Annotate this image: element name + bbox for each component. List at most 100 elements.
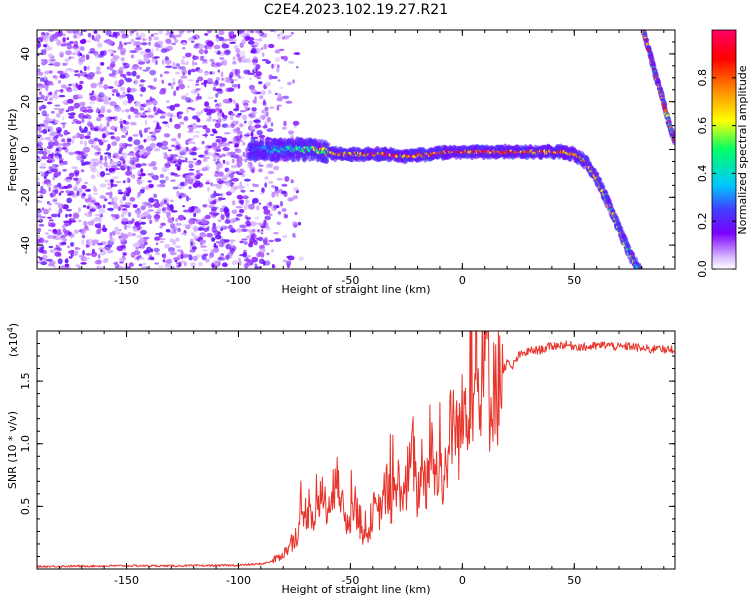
snr-frame <box>36 330 676 570</box>
noise-speckle <box>84 257 91 260</box>
noise-speckle <box>260 90 266 96</box>
noise-speckle <box>135 163 142 168</box>
noise-speckle <box>150 33 154 37</box>
noise-speckle <box>183 181 188 186</box>
noise-speckle <box>49 249 56 253</box>
noise-speckle <box>218 171 224 177</box>
noise-speckle <box>166 203 169 207</box>
noise-speckle <box>48 186 51 192</box>
noise-speckle <box>252 197 259 204</box>
noise-speckle <box>249 77 252 80</box>
noise-speckle <box>189 208 195 213</box>
noise-speckle <box>60 190 64 193</box>
noise-speckle <box>271 63 274 69</box>
noise-speckle <box>158 265 164 268</box>
noise-speckle <box>254 266 261 269</box>
noise-speckle <box>73 177 79 181</box>
noise-speckle <box>109 232 113 237</box>
main-trace-halo <box>639 275 644 279</box>
noise-speckle <box>175 222 183 227</box>
noise-speckle <box>40 59 46 62</box>
noise-speckle <box>222 59 227 65</box>
noise-speckle <box>203 227 209 233</box>
noise-speckle <box>262 52 265 57</box>
noise-speckle <box>110 61 116 64</box>
noise-speckle <box>193 212 197 218</box>
noise-speckle <box>196 111 201 117</box>
noise-speckle <box>118 30 126 34</box>
noise-speckle <box>281 208 287 212</box>
noise-speckle <box>296 66 299 69</box>
noise-speckle <box>129 106 135 112</box>
noise-speckle <box>180 78 184 83</box>
noise-speckle <box>188 219 195 225</box>
noise-speckle <box>274 49 281 54</box>
noise-speckle <box>232 99 236 105</box>
noise-speckle <box>225 100 232 104</box>
noise-speckle <box>119 199 124 206</box>
noise-speckle <box>174 245 181 248</box>
noise-speckle <box>100 171 106 177</box>
noise-speckle <box>263 237 269 241</box>
noise-speckle <box>276 66 280 73</box>
noise-speckle <box>273 165 280 171</box>
noise-speckle <box>111 230 116 236</box>
noise-speckle <box>195 125 203 128</box>
noise-speckle <box>54 251 62 257</box>
noise-speckle <box>47 58 56 64</box>
noise-speckle <box>142 69 149 72</box>
noise-speckle <box>257 162 262 166</box>
noise-speckle <box>132 134 139 137</box>
noise-speckle <box>175 71 180 75</box>
noise-speckle <box>99 128 105 132</box>
noise-speckle <box>277 211 282 215</box>
noise-speckle <box>95 204 98 209</box>
noise-speckle <box>54 189 59 194</box>
noise-speckle <box>138 61 145 65</box>
noise-speckle <box>119 205 123 209</box>
noise-speckle <box>50 131 58 137</box>
noise-speckle <box>86 205 90 210</box>
noise-speckle <box>132 30 138 33</box>
noise-speckle <box>167 149 172 152</box>
noise-speckle <box>141 243 145 249</box>
noise-speckle <box>284 176 290 182</box>
noise-speckle <box>54 152 62 158</box>
noise-speckle <box>127 136 133 142</box>
noise-speckle <box>118 229 122 232</box>
noise-speckle <box>154 262 160 265</box>
noise-speckle <box>235 106 240 110</box>
noise-speckle <box>66 98 74 104</box>
noise-speckle <box>189 245 193 251</box>
noise-speckle <box>122 208 128 211</box>
noise-speckle <box>48 166 53 170</box>
noise-speckle <box>53 137 58 142</box>
noise-speckle <box>95 34 99 38</box>
noise-speckle <box>216 162 224 169</box>
noise-speckle <box>238 58 242 64</box>
main-trace-halo <box>639 273 644 277</box>
noise-speckle <box>205 181 210 185</box>
noise-speckle <box>188 165 194 168</box>
noise-speckle <box>188 168 195 171</box>
noise-speckle <box>97 266 104 269</box>
noise-speckle <box>139 257 145 260</box>
noise-speckle <box>122 159 126 165</box>
noise-speckle <box>124 205 131 208</box>
noise-speckle <box>53 140 59 146</box>
noise-speckle <box>107 186 112 190</box>
noise-speckle <box>108 132 115 135</box>
noise-speckle <box>188 126 194 131</box>
noise-speckle <box>77 94 83 98</box>
noise-speckle <box>229 172 235 179</box>
noise-speckle <box>120 51 126 56</box>
noise-speckle <box>221 137 227 142</box>
noise-speckle <box>83 110 88 113</box>
noise-speckle <box>136 101 141 107</box>
noise-speckle <box>37 141 43 147</box>
noise-speckle <box>249 189 255 192</box>
noise-speckle <box>117 189 123 193</box>
noise-speckle <box>140 79 145 83</box>
noise-speckle <box>264 121 268 125</box>
